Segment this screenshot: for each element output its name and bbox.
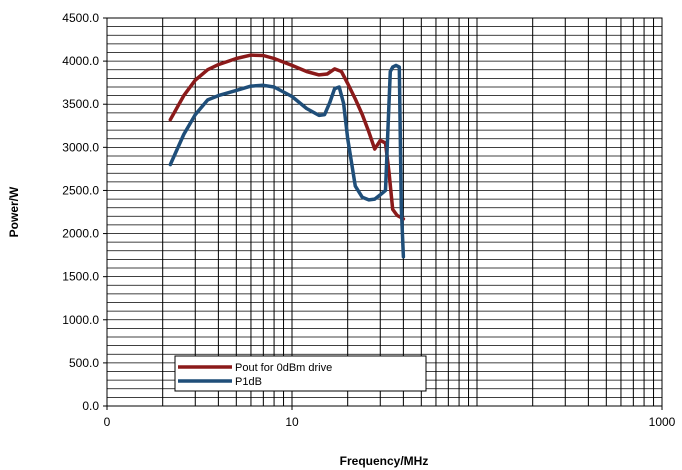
y-tick-label: 2500.0 (62, 183, 99, 197)
series-group (168, 53, 406, 259)
x-tick-label: 0 (104, 415, 111, 429)
y-tick-label: 2000.0 (62, 227, 99, 241)
series-line-pout (168, 53, 406, 221)
y-tick-label: 1500.0 (62, 270, 99, 284)
x-axis-title: Frequency/MHz (340, 454, 429, 468)
y-axis-ticks: 0.0 500.0 1000.0 1500.0 2000.0 2500.0 3000.0 35… (62, 11, 107, 413)
y-tick-label: 500.0 (69, 356, 99, 370)
x-tick-label: 1000 (649, 415, 676, 429)
plot-background (107, 18, 662, 406)
x-tick-label: 10 (285, 415, 299, 429)
y-tick-label: 1000.0 (62, 313, 99, 327)
legend-box (174, 355, 427, 392)
y-axis-title: Power/W (7, 186, 21, 237)
y-tick-label: 3500.0 (62, 97, 99, 111)
x-axis-ticks: 0 10 1000 (104, 406, 676, 429)
y-tick-label: 4500.0 (62, 11, 99, 25)
legend: Pout for 0dBm drive P1dB (174, 355, 427, 392)
legend-label-p1db: P1dB (235, 376, 262, 388)
series-line-p1db (168, 63, 406, 259)
grid (107, 18, 662, 406)
y-tick-label: 4000.0 (62, 54, 99, 68)
legend-label-pout: Pout for 0dBm drive (235, 362, 332, 374)
y-tick-label: 3000.0 (62, 140, 99, 154)
plot-frame (106, 17, 663, 407)
y-tick-label: 0.0 (82, 399, 99, 413)
